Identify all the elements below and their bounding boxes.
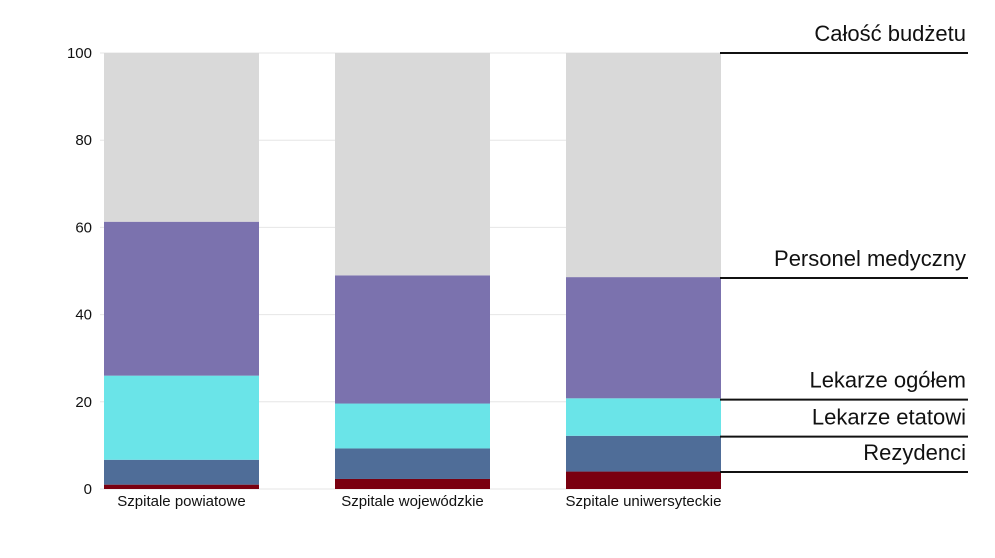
bar-segment-lekarze-etatowi-0 <box>104 459 259 485</box>
y-tick-label: 100 <box>67 45 92 62</box>
bar-segment-rezydenci-0 <box>104 484 259 489</box>
y-tick-label: 0 <box>84 481 92 498</box>
y-tick-label: 40 <box>75 307 92 324</box>
bar-segment-całość-budżetu-2 <box>566 53 721 278</box>
bar-segment-całość-budżetu-0 <box>104 53 259 222</box>
bar-segment-lekarze-ogółem-0 <box>104 375 259 460</box>
x-category-label: Szpitale powiatowe <box>117 493 245 510</box>
bar-segment-personel-medyczny-0 <box>104 221 259 376</box>
y-tick-label: 80 <box>75 132 92 149</box>
bar-segment-personel-medyczny-1 <box>335 275 490 404</box>
series-label: Rezydenci <box>863 440 966 465</box>
y-tick-label: 20 <box>75 394 92 411</box>
y-axis: 0 20 40 60 80 100 <box>67 45 92 498</box>
x-category-label: Szpitale uniwersyteckie <box>566 493 722 510</box>
bar-segment-lekarze-etatowi-1 <box>335 448 490 479</box>
bar-segment-rezydenci-1 <box>335 478 490 489</box>
bar-segment-rezydenci-2 <box>566 471 721 489</box>
series-label: Lekarze ogółem <box>809 368 966 393</box>
series-label: Personel medyczny <box>774 246 966 271</box>
x-axis: Szpitale powiatowe Szpitale wojewódzkie Sz… <box>117 493 721 510</box>
bar-segment-lekarze-ogółem-1 <box>335 403 490 449</box>
y-tick-label: 60 <box>75 219 92 236</box>
series-label: Całość budżetu <box>814 21 966 46</box>
bar-segment-lekarze-ogółem-2 <box>566 398 721 436</box>
bar-segment-całość-budżetu-1 <box>335 53 490 276</box>
bar-segment-personel-medyczny-2 <box>566 277 721 399</box>
series-labels: Rezydenci Lekarze etatowi Lekarze ogółem Pe… <box>720 21 968 473</box>
bar-segment-lekarze-etatowi-2 <box>566 435 721 472</box>
bars <box>104 53 721 489</box>
x-category-label: Szpitale wojewódzkie <box>341 493 484 510</box>
series-label: Lekarze etatowi <box>812 405 966 430</box>
